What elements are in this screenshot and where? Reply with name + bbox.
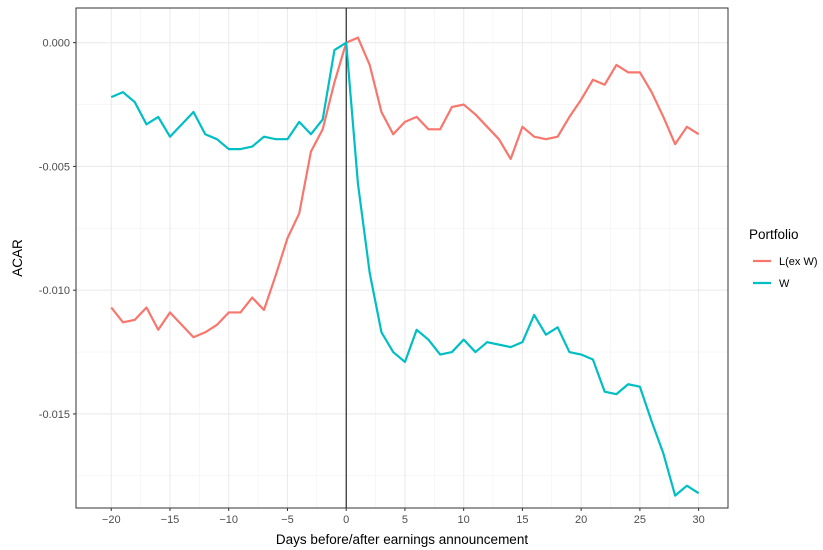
series-line-l-ex-w	[110, 36, 700, 339]
minor-gridlines	[76, 8, 728, 508]
x-tick-label: 15	[516, 514, 528, 526]
y-tick-label: -0.015	[39, 409, 70, 421]
y-tick-label: 0.000	[42, 38, 70, 50]
x-axis: −20 −15 −10 −5 0 5 10 15 20 25 30	[102, 508, 705, 526]
y-tick-label: -0.010	[39, 285, 70, 297]
panel-background	[76, 8, 728, 508]
legend: Portfolio L(ex W) W	[749, 227, 818, 290]
y-tick-label: -0.005	[39, 161, 70, 173]
x-tick-label: −5	[281, 514, 294, 526]
series-line-w	[110, 41, 700, 497]
x-tick-label: −20	[102, 514, 121, 526]
panel-border	[75, 7, 729, 509]
x-tick-label: −15	[161, 514, 180, 526]
x-tick-label: 30	[693, 514, 705, 526]
x-tick-label: −10	[219, 514, 238, 526]
x-tick-label: 25	[634, 514, 646, 526]
y-axis: 0.000 -0.005 -0.010 -0.015	[39, 38, 76, 421]
x-tick-label: 0	[343, 514, 349, 526]
series-lines	[110, 36, 700, 497]
legend-label-l-ex-w: L(ex W)	[779, 256, 818, 268]
legend-label-w: W	[779, 278, 790, 290]
x-tick-label: 5	[402, 514, 408, 526]
x-tick-label: 10	[458, 514, 470, 526]
legend-title: Portfolio	[749, 227, 799, 242]
y-axis-title: ACAR	[10, 239, 25, 277]
x-axis-title: Days before/after earnings announcement	[276, 532, 528, 547]
x-tick-label: 20	[575, 514, 587, 526]
